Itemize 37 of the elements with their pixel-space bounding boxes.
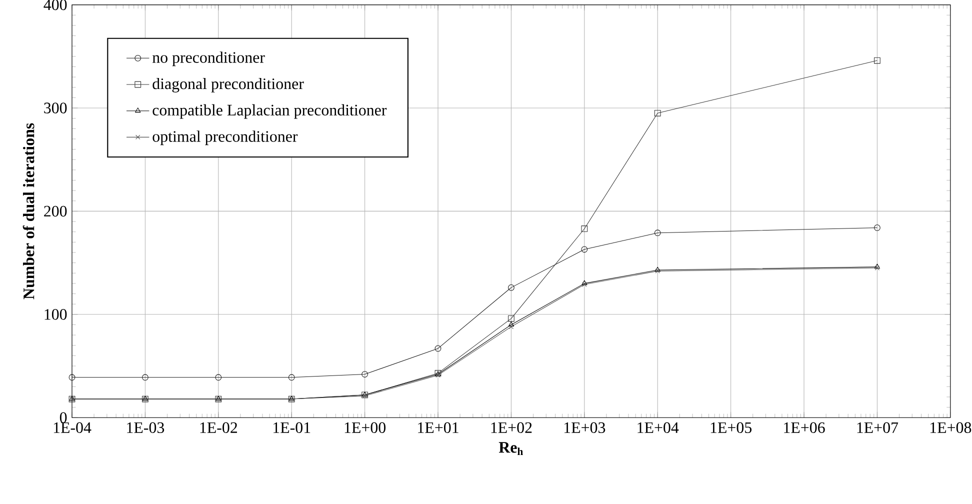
y-tick-label: 0 [60,412,67,423]
point [215,374,222,381]
point [654,230,661,236]
x-tick-label: 1E+01 [418,422,458,434]
x-tick-label: 1E+06 [784,422,825,434]
legend-label: no preconditioner [152,52,265,66]
y-tick-label: 200 [44,206,67,217]
y-tick-label: 300 [44,102,67,114]
text: Re$_{h}$ [498,442,523,455]
point [508,324,514,330]
x-tick-label: 1E+08 [930,422,972,434]
x-tick-label: 1E+02 [491,422,532,434]
point [288,374,295,381]
point [654,110,661,116]
x-tick-label: 1E-01 [274,422,310,434]
point [508,322,514,326]
x-tick-label: 1E+05 [710,422,752,434]
x-tick-label: 1E-03 [127,422,164,434]
point [434,345,442,352]
x-tick-label: 1E-04 [54,422,92,434]
point [142,374,148,381]
point [362,371,368,378]
x-tick-label: 1E+04 [638,422,679,434]
point [581,246,588,253]
x-tick-label: 1E+07 [857,422,898,434]
x-tick-label: 1E+00 [344,422,386,434]
x-tick-label: 1E-02 [200,422,237,434]
legend-label: compatible Laplacian preconditioner [152,104,387,119]
x-tick-label: 1E+03 [564,422,606,434]
y-axis-title: Number of dual iterations [22,123,34,300]
point [68,374,76,381]
y-tick-label: 100 [44,309,67,320]
point [581,226,588,232]
legend-label: optimal preconditioner [152,130,298,146]
point [508,284,514,291]
legend-label: diagonal preconditioner [152,78,304,92]
point [508,315,514,322]
